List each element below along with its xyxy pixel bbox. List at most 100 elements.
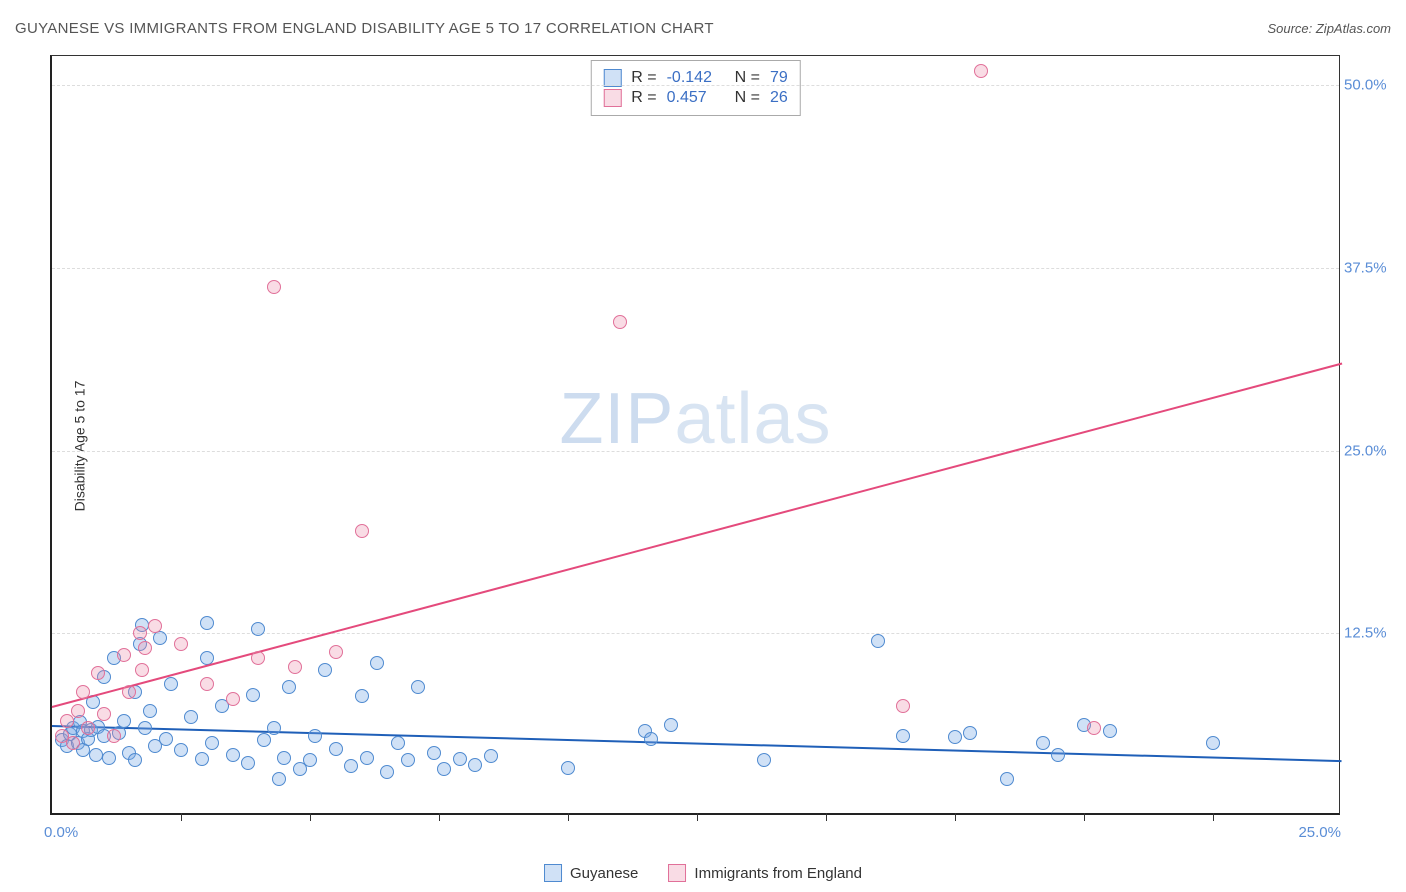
- data-point-guyanese: [360, 751, 374, 765]
- data-point-england: [66, 736, 80, 750]
- watermark: ZIPatlas: [559, 378, 831, 460]
- data-point-guyanese: [963, 726, 977, 740]
- data-point-guyanese: [303, 753, 317, 767]
- gridline: [52, 268, 1339, 269]
- data-point-guyanese: [484, 749, 498, 763]
- x-tick: [568, 813, 569, 821]
- data-point-england: [896, 699, 910, 713]
- plot-area: ZIPatlas R = -0.142N = 79R = 0.457N = 26…: [50, 55, 1340, 815]
- data-point-guyanese: [871, 634, 885, 648]
- data-point-guyanese: [272, 772, 286, 786]
- y-tick-label: 12.5%: [1344, 625, 1399, 642]
- data-point-guyanese: [200, 616, 214, 630]
- data-point-england: [200, 677, 214, 691]
- data-point-guyanese: [117, 714, 131, 728]
- x-tick: [826, 813, 827, 821]
- data-point-guyanese: [1051, 748, 1065, 762]
- data-point-guyanese: [267, 721, 281, 735]
- data-point-guyanese: [138, 721, 152, 735]
- data-point-england: [613, 315, 627, 329]
- x-tick: [955, 813, 956, 821]
- data-point-guyanese: [143, 704, 157, 718]
- data-point-guyanese: [308, 729, 322, 743]
- legend-label: Immigrants from England: [694, 865, 862, 882]
- data-point-england: [174, 637, 188, 651]
- x-tick: [439, 813, 440, 821]
- y-tick-label: 37.5%: [1344, 259, 1399, 276]
- x-tick: [1213, 813, 1214, 821]
- title-bar: GUYANESE VS IMMIGRANTS FROM ENGLAND DISA…: [15, 20, 1391, 37]
- data-point-guyanese: [401, 753, 415, 767]
- data-point-guyanese: [380, 765, 394, 779]
- data-point-guyanese: [174, 743, 188, 757]
- data-point-guyanese: [89, 748, 103, 762]
- data-point-england: [117, 648, 131, 662]
- data-point-guyanese: [468, 758, 482, 772]
- n-label: N =: [735, 89, 760, 107]
- data-point-england: [288, 660, 302, 674]
- data-point-guyanese: [282, 680, 296, 694]
- gridline: [52, 85, 1339, 86]
- data-point-guyanese: [948, 730, 962, 744]
- x-origin-label: 0.0%: [44, 824, 78, 841]
- gridline: [52, 451, 1339, 452]
- x-tick: [181, 813, 182, 821]
- x-tick: [310, 813, 311, 821]
- data-point-guyanese: [128, 753, 142, 767]
- data-point-guyanese: [246, 688, 260, 702]
- data-point-england: [76, 685, 90, 699]
- data-point-england: [135, 663, 149, 677]
- stats-row-england: R = 0.457 N = 26: [603, 89, 787, 107]
- x-tick: [697, 813, 698, 821]
- data-point-guyanese: [159, 732, 173, 746]
- data-point-guyanese: [318, 663, 332, 677]
- data-point-guyanese: [1036, 736, 1050, 750]
- data-point-england: [107, 729, 121, 743]
- data-point-guyanese: [195, 752, 209, 766]
- legend-item-guyanese: Guyanese: [544, 864, 638, 882]
- data-point-guyanese: [370, 656, 384, 670]
- y-tick-label: 25.0%: [1344, 442, 1399, 459]
- r-label: R =: [631, 89, 656, 107]
- data-point-england: [133, 626, 147, 640]
- data-point-guyanese: [355, 689, 369, 703]
- data-point-guyanese: [241, 756, 255, 770]
- r-value: 0.457: [667, 89, 719, 107]
- data-point-guyanese: [205, 736, 219, 750]
- data-point-guyanese: [251, 622, 265, 636]
- watermark-atlas: atlas: [674, 379, 831, 459]
- data-point-guyanese: [1000, 772, 1014, 786]
- data-point-guyanese: [1103, 724, 1117, 738]
- data-point-england: [355, 524, 369, 538]
- data-point-guyanese: [1206, 736, 1220, 750]
- n-value: 26: [770, 89, 788, 107]
- data-point-guyanese: [277, 751, 291, 765]
- data-point-guyanese: [344, 759, 358, 773]
- data-point-guyanese: [453, 752, 467, 766]
- x-end-label: 25.0%: [1298, 824, 1341, 841]
- data-point-guyanese: [257, 733, 271, 747]
- data-point-guyanese: [427, 746, 441, 760]
- data-point-guyanese: [896, 729, 910, 743]
- data-point-guyanese: [102, 751, 116, 765]
- data-point-guyanese: [226, 748, 240, 762]
- bottom-legend: Guyanese Immigrants from England: [544, 864, 862, 882]
- legend-label: Guyanese: [570, 865, 638, 882]
- data-point-england: [122, 685, 136, 699]
- data-point-england: [71, 704, 85, 718]
- data-point-guyanese: [664, 718, 678, 732]
- trend-line-england: [52, 363, 1343, 708]
- source-label: Source: ZipAtlas.com: [1267, 21, 1391, 36]
- chart-title: GUYANESE VS IMMIGRANTS FROM ENGLAND DISA…: [15, 20, 714, 37]
- data-point-england: [81, 721, 95, 735]
- legend-swatch-guyanese: [544, 864, 562, 882]
- data-point-england: [1087, 721, 1101, 735]
- watermark-zip: ZIP: [559, 379, 674, 459]
- legend-swatch-england: [668, 864, 686, 882]
- data-point-england: [138, 641, 152, 655]
- data-point-england: [251, 651, 265, 665]
- data-point-england: [267, 280, 281, 294]
- data-point-guyanese: [437, 762, 451, 776]
- data-point-england: [97, 707, 111, 721]
- gridline: [52, 633, 1339, 634]
